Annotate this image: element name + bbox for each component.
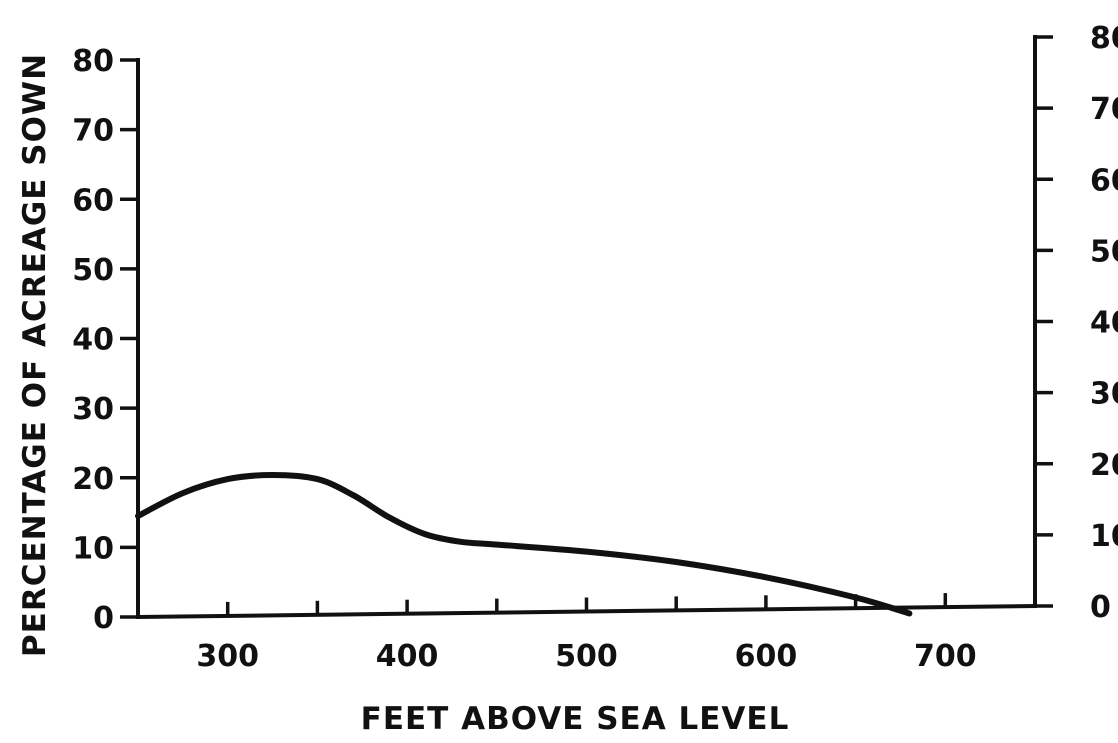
x-tick-label: 700 <box>914 639 977 674</box>
series-layer <box>135 472 913 617</box>
y2-tick-label: 60 <box>1090 163 1118 198</box>
y2-tick-label: 50 <box>1090 234 1118 269</box>
x-axis-title: FEET ABOVE SEA LEVEL <box>361 701 790 737</box>
x-tick-label: 300 <box>196 639 259 674</box>
y-tick-label: 40 <box>72 323 114 358</box>
y2-tick-label: 80 <box>1090 21 1118 56</box>
y2-tick-label: 0 <box>1090 590 1111 625</box>
y2-tick-label: 30 <box>1090 377 1118 412</box>
x-tick-label: 500 <box>555 639 618 674</box>
y-axis-title: PERCENTAGE OF ACREAGE SOWN <box>17 53 53 657</box>
y-tick-label: 10 <box>72 531 114 566</box>
y-tick-label: 80 <box>72 44 114 79</box>
y-tick-label: 70 <box>72 114 114 149</box>
x-tick-label: 600 <box>735 639 798 674</box>
axis-ticks: 0 10 20 30 40 50 60 70 80 0 10 20 30 40 50 60 70 80 300 400… <box>72 21 1118 674</box>
y-tick-label: 30 <box>72 392 114 427</box>
chart-axes <box>135 35 1038 620</box>
y-tick-label: 60 <box>72 183 114 218</box>
y2-tick-label: 70 <box>1090 92 1118 127</box>
y-tick-label: 50 <box>72 253 114 288</box>
x-tick-label: 400 <box>376 639 439 674</box>
y2-tick-label: 10 <box>1090 519 1118 554</box>
y2-tick-label: 20 <box>1090 448 1118 483</box>
y-tick-label: 0 <box>93 601 114 636</box>
series-line <box>135 472 913 617</box>
y2-tick-label: 40 <box>1090 306 1118 341</box>
y-tick-label: 20 <box>72 462 114 497</box>
